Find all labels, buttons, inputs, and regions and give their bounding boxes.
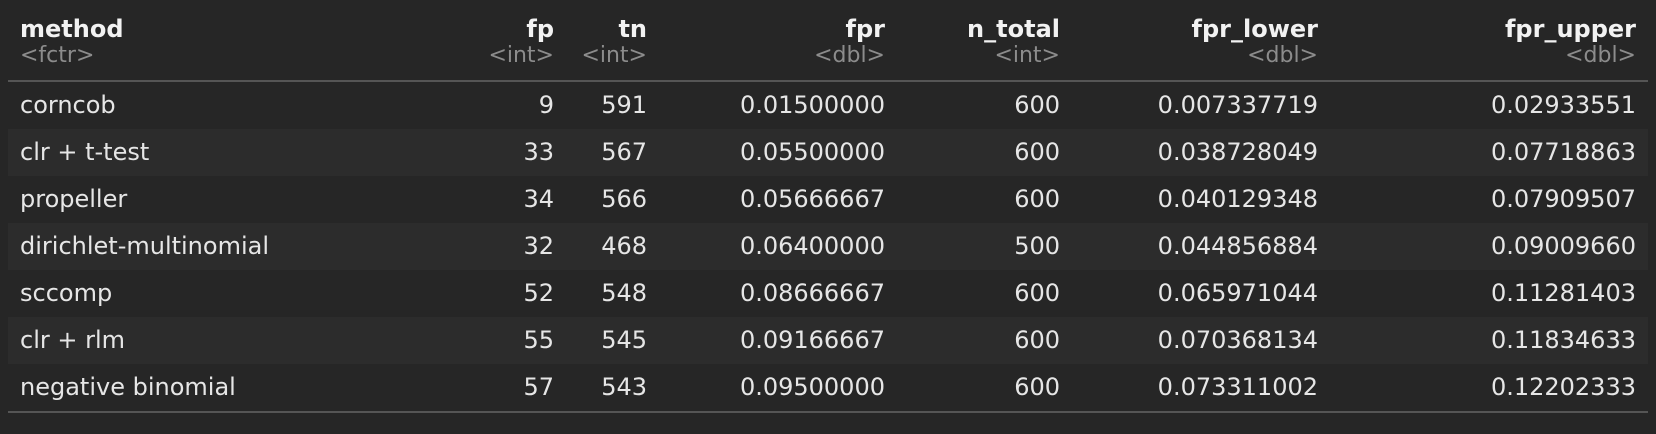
table-cell-fpr-lower: 0.007337719 — [1072, 81, 1330, 129]
column-type: <fctr> — [20, 43, 95, 68]
column-type: <dbl> — [1247, 43, 1318, 68]
table-cell-fpr-upper: 0.02933551 — [1330, 81, 1648, 129]
table-cell-fp: 52 — [470, 270, 566, 317]
table-cell-method: corncob — [8, 81, 470, 129]
table-cell-fpr-upper: 0.11281403 — [1330, 270, 1648, 317]
table-cell-fpr-upper: 0.11834633 — [1330, 317, 1648, 364]
table-row: propeller 34 566 0.05666667 600 0.040129348 0.… — [8, 176, 1648, 223]
column-name: fp — [526, 15, 554, 43]
table-cell-fp: 34 — [470, 176, 566, 223]
table-cell-fpr: 0.05666667 — [659, 176, 897, 223]
table-cell-fpr-upper: 0.09009660 — [1330, 223, 1648, 270]
table-cell-n-total: 600 — [897, 270, 1072, 317]
table-cell-fpr-lower: 0.044856884 — [1072, 223, 1330, 270]
table-cell-method: propeller — [8, 176, 470, 223]
column-type: <dbl> — [1565, 43, 1636, 68]
table-cell-fpr-upper: 0.07718863 — [1330, 129, 1648, 176]
table-cell-fp: 57 — [470, 364, 566, 413]
column-name: tn — [618, 15, 647, 43]
table-cell-tn: 591 — [566, 81, 659, 129]
column-header-fpr-upper: fpr_upper <dbl> — [1330, 8, 1648, 82]
table-cell-tn: 566 — [566, 176, 659, 223]
table-cell-tn: 567 — [566, 129, 659, 176]
table-cell-n-total: 600 — [897, 364, 1072, 413]
table-cell-n-total: 600 — [897, 129, 1072, 176]
table-cell-fpr: 0.06400000 — [659, 223, 897, 270]
table-cell-fpr: 0.08666667 — [659, 270, 897, 317]
column-name: fpr_upper — [1504, 15, 1636, 43]
table-cell-n-total: 500 — [897, 223, 1072, 270]
column-type: <int> — [488, 43, 554, 68]
table-cell-n-total: 600 — [897, 176, 1072, 223]
column-name: method — [20, 15, 124, 43]
table-row: dirichlet-multinomial 32 468 0.06400000 500 0… — [8, 223, 1648, 270]
table-row: corncob 9 591 0.01500000 600 0.007337719 0.029… — [8, 81, 1648, 129]
table-cell-fpr: 0.01500000 — [659, 81, 897, 129]
table-cell-fpr-lower: 0.038728049 — [1072, 129, 1330, 176]
table-row: clr + rlm 55 545 0.09166667 600 0.070368134 0.… — [8, 317, 1648, 364]
data-table: method <fctr> fp <int> tn <int> fpr <dbl> n_tota… — [8, 8, 1648, 413]
table-cell-fp: 32 — [470, 223, 566, 270]
table-cell-fpr-upper: 0.07909507 — [1330, 176, 1648, 223]
table-row: negative binomial 57 543 0.09500000 600 0.073… — [8, 364, 1648, 413]
table-cell-fpr-lower: 0.070368134 — [1072, 317, 1330, 364]
table-cell-tn: 543 — [566, 364, 659, 413]
table-cell-fp: 33 — [470, 129, 566, 176]
table-cell-fp: 55 — [470, 317, 566, 364]
table-cell-fpr: 0.09500000 — [659, 364, 897, 413]
table-cell-n-total: 600 — [897, 317, 1072, 364]
table-cell-method: clr + rlm — [8, 317, 470, 364]
table-cell-method: sccomp — [8, 270, 470, 317]
column-name: n_total — [967, 15, 1060, 43]
table-cell-method: clr + t-test — [8, 129, 470, 176]
column-type: <int> — [994, 43, 1060, 68]
column-header-n-total: n_total <int> — [897, 8, 1072, 82]
table-cell-n-total: 600 — [897, 81, 1072, 129]
column-name: fpr_lower — [1191, 15, 1318, 43]
table-cell-tn: 548 — [566, 270, 659, 317]
column-type: <dbl> — [814, 43, 885, 68]
table-cell-fpr: 0.05500000 — [659, 129, 897, 176]
column-header-method: method <fctr> — [8, 8, 470, 82]
column-type: <int> — [581, 43, 647, 68]
table-cell-tn: 468 — [566, 223, 659, 270]
table-body: corncob 9 591 0.01500000 600 0.007337719 0.029… — [8, 81, 1648, 413]
table-cell-fp: 9 — [470, 81, 566, 129]
table-header: method <fctr> fp <int> tn <int> fpr <dbl> n_tota… — [8, 8, 1648, 82]
table-cell-tn: 545 — [566, 317, 659, 364]
table-row: sccomp 52 548 0.08666667 600 0.065971044 0.112… — [8, 270, 1648, 317]
column-header-fpr-lower: fpr_lower <dbl> — [1072, 8, 1330, 82]
table-row: clr + t-test 33 567 0.05500000 600 0.03872804… — [8, 129, 1648, 176]
table-cell-fpr: 0.09166667 — [659, 317, 897, 364]
table-cell-fpr-upper: 0.12202333 — [1330, 364, 1648, 413]
column-header-fpr: fpr <dbl> — [659, 8, 897, 82]
column-name: fpr — [845, 15, 885, 43]
table-cell-fpr-lower: 0.040129348 — [1072, 176, 1330, 223]
column-header-tn: tn <int> — [566, 8, 659, 82]
column-header-fp: fp <int> — [470, 8, 566, 82]
table-cell-method: negative binomial — [8, 364, 470, 413]
header-row: method <fctr> fp <int> tn <int> fpr <dbl> n_tota… — [8, 8, 1648, 82]
table-cell-fpr-lower: 0.065971044 — [1072, 270, 1330, 317]
table-cell-fpr-lower: 0.073311002 — [1072, 364, 1330, 413]
table-cell-method: dirichlet-multinomial — [8, 223, 470, 270]
